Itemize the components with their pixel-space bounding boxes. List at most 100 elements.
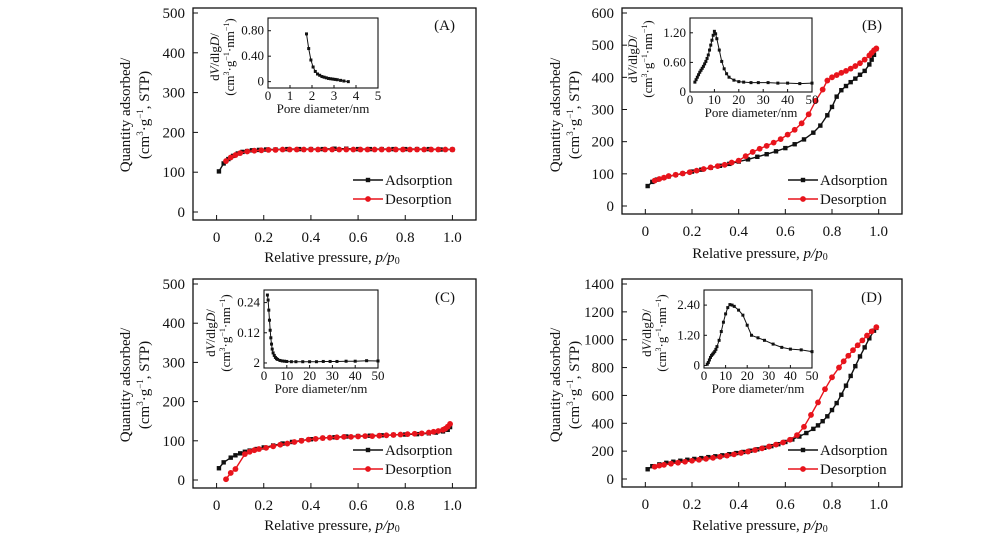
legend-item-desorption: Desorption: [353, 192, 452, 208]
x-axis-title: Relative pressure, p/p0: [692, 518, 827, 535]
data-point: [805, 111, 812, 118]
inset-data-point: [706, 360, 710, 364]
data-point: [399, 146, 406, 153]
inset-data-point: [270, 347, 274, 351]
inset-data-point: [280, 359, 284, 363]
plot-frame: [192, 7, 477, 221]
legend-label: Desorption: [385, 192, 452, 208]
inset-data-point: [276, 357, 280, 361]
data-point: [645, 467, 650, 472]
data-point: [773, 441, 779, 448]
legend-marker: [800, 177, 806, 183]
data-point: [414, 146, 420, 153]
data-point: [867, 62, 872, 67]
inset-x-tick-label: 50: [806, 92, 819, 107]
inset-data-point: [713, 349, 717, 353]
data-point: [376, 432, 383, 439]
data-point: [227, 470, 234, 476]
inset-data-point: [268, 328, 272, 332]
legend-marker: [800, 447, 806, 453]
data-point: [787, 436, 793, 443]
data-point: [840, 358, 847, 365]
data-point: [392, 146, 399, 153]
y-tick-label: 300: [163, 86, 186, 102]
inset-data-point: [708, 48, 712, 52]
data-point: [300, 146, 307, 153]
data-point: [397, 431, 404, 438]
inset-data-point: [788, 347, 792, 351]
inset-data-point: [798, 82, 802, 86]
legend-marker: [365, 196, 371, 202]
inset-y-tick-label: 1.20: [677, 327, 700, 342]
inset-y-axis-title: dV/dlgD/(cm3·g−1·nm−1): [203, 294, 233, 371]
data-point: [293, 146, 300, 153]
data-point: [834, 400, 839, 406]
y-axis-title: Quantity adsorbed/(cm3·g−1, STP): [548, 57, 583, 172]
inset-data-point: [267, 318, 271, 322]
x-tick-label: 1.0: [443, 230, 462, 246]
data-point: [369, 433, 376, 439]
legend-label: Adsorption: [385, 173, 453, 189]
inset-y-axis-title-line1: dV/dlgD/: [625, 35, 640, 83]
x-tick-label: 0.8: [396, 230, 415, 246]
data-point: [237, 451, 243, 456]
y-tick-label: 800: [592, 361, 615, 377]
data-point: [678, 458, 683, 463]
data-point: [322, 146, 328, 153]
inset-data-point: [308, 360, 312, 364]
data-point: [251, 447, 258, 454]
data-point: [812, 97, 819, 104]
data-point: [853, 76, 858, 81]
data-point: [710, 454, 716, 461]
inset-data-point: [786, 81, 790, 85]
y-axis-title-line1: Quantity adsorbed/: [118, 57, 134, 172]
x-tick-label: 1.0: [869, 224, 888, 240]
inset-y-axis-title-line1: dV/dlgD/: [639, 309, 654, 357]
inset-x-tick-label: 30: [757, 92, 770, 107]
series-desorption: [651, 324, 880, 470]
inset-data-point: [709, 43, 713, 47]
data-point: [801, 423, 807, 430]
data-point: [852, 63, 859, 69]
data-point: [284, 440, 291, 447]
legend: Adsorption Desorption: [788, 443, 888, 478]
data-point: [277, 441, 284, 448]
legend-label: Desorption: [820, 462, 887, 478]
inset-data-point: [316, 72, 319, 76]
data-point: [700, 166, 707, 172]
panel-label: (C): [435, 290, 455, 306]
data-point: [671, 459, 676, 464]
legend-item-adsorption: Adsorption: [353, 173, 453, 189]
inset-data-point: [706, 53, 710, 57]
panel-label: (A): [434, 18, 455, 34]
inset-x-tick-label: 4: [353, 88, 360, 103]
inset-y-tick-label: 0.80: [241, 23, 264, 38]
inset-data-point: [707, 358, 711, 362]
inset-y-tick-label: 0: [680, 84, 687, 99]
inset-y-axis-title-line2: (cm3·g−1·nm−1): [222, 18, 237, 95]
legend-marker: [365, 447, 371, 453]
data-point: [232, 152, 239, 158]
plot-frame: [192, 278, 477, 489]
data-point: [341, 433, 347, 440]
data-point: [836, 364, 842, 371]
data-point: [442, 146, 449, 153]
data-point: [656, 462, 663, 469]
plot-frame: [621, 278, 903, 488]
inset-data-point: [712, 351, 716, 355]
data-point: [237, 150, 244, 156]
y-tick-label: 600: [592, 6, 615, 22]
y-axis-title-line1: Quantity adsorbed/: [548, 57, 564, 172]
data-point: [843, 83, 849, 89]
x-tick-label: 0.6: [349, 230, 368, 246]
legend-marker: [800, 466, 806, 472]
data-point: [692, 456, 697, 462]
inset-y-tick-label: 1.20: [663, 25, 686, 40]
data-point: [350, 146, 357, 153]
panel-label: (D): [861, 290, 882, 306]
inset-data-point: [704, 59, 708, 63]
inset-data-point: [719, 330, 723, 334]
inset-frame: [703, 289, 813, 369]
data-point: [407, 146, 413, 153]
